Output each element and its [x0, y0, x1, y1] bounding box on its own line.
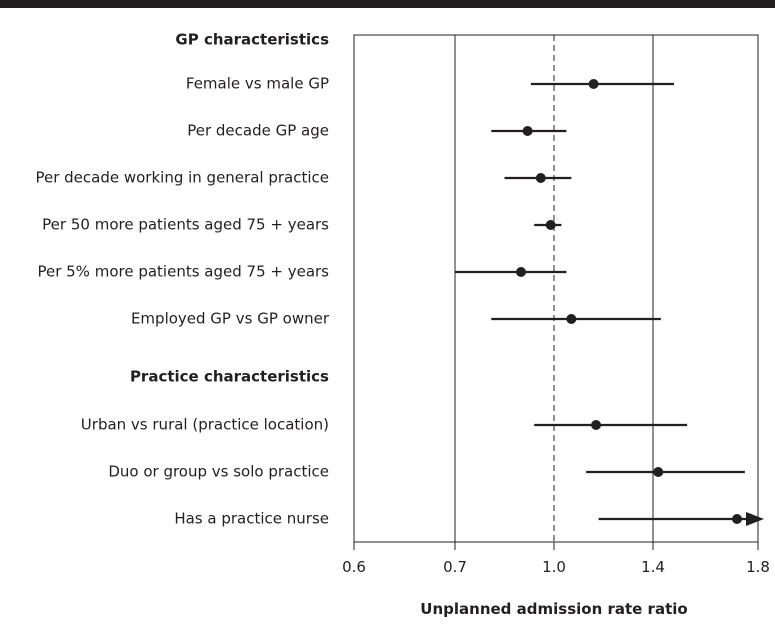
estimate-point	[588, 79, 599, 89]
row-label: Employed GP vs GP owner	[131, 310, 330, 328]
estimate-point	[653, 467, 664, 477]
row-label: Per 50 more patients aged 75 + years	[42, 216, 329, 234]
estimate-point	[545, 220, 556, 230]
estimate-marks	[455, 79, 764, 526]
row-label: Per decade working in general practice	[35, 169, 329, 187]
row-labels: GP characteristics Female vs male GP Per d…	[35, 31, 329, 528]
plot-frame	[353, 34, 759, 543]
estimate-point	[566, 314, 577, 324]
gridlines	[454, 35, 654, 542]
row-label: Duo or group vs solo practice	[108, 463, 329, 481]
x-tick-label: 0.7	[443, 558, 467, 576]
row-label: Has a practice nurse	[174, 510, 329, 528]
x-tick-label: 0.6	[342, 558, 366, 576]
x-axis-title: Unplanned admission rate ratio	[420, 600, 687, 618]
estimate-point	[522, 126, 533, 136]
x-tick-label: 1.0	[542, 558, 566, 576]
estimate-point	[516, 267, 526, 277]
x-tick-label: 1.8	[746, 558, 770, 576]
row-label: Per 5% more patients aged 75 + years	[37, 263, 329, 281]
top-rule	[0, 0, 775, 8]
x-axis: 0.6 0.7 1.0 1.4 1.8	[342, 542, 770, 576]
estimate-point	[535, 173, 546, 183]
group-header-0: GP characteristics	[175, 31, 329, 49]
x-tick-label: 1.4	[641, 558, 665, 576]
row-label: Female vs male GP	[186, 75, 329, 93]
row-label: Per decade GP age	[187, 122, 329, 140]
estimate-point	[591, 420, 602, 430]
group-header-1: Practice characteristics	[130, 368, 329, 386]
estimate-point	[732, 514, 742, 524]
ci-arrow	[746, 512, 764, 526]
row-label: Urban vs rural (practice location)	[81, 416, 329, 434]
